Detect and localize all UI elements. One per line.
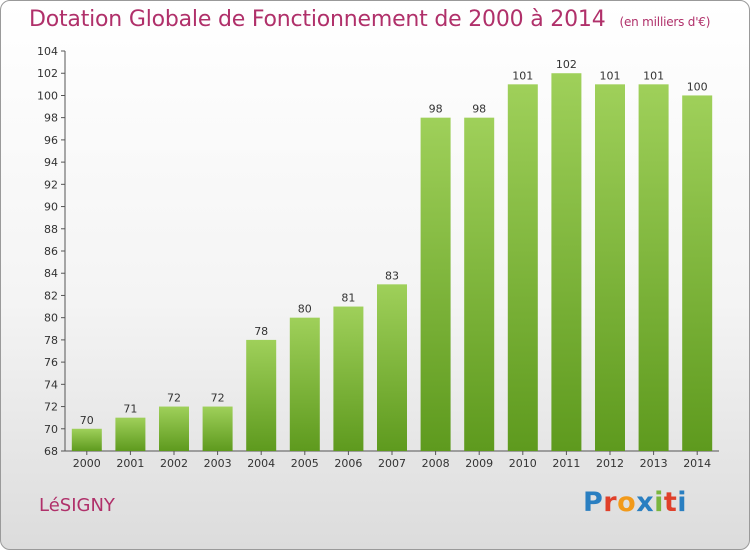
x-tick-label-2012: 2012 <box>596 457 624 470</box>
bar-2009 <box>464 117 495 452</box>
bar-2012 <box>595 84 625 451</box>
value-label-2014: 100 <box>687 80 708 93</box>
x-tick-label-2008: 2008 <box>422 457 450 470</box>
value-label-2004: 78 <box>254 325 268 338</box>
value-label-2007: 83 <box>385 269 399 282</box>
bar-2006 <box>333 306 364 451</box>
y-tick-label: 100 <box>37 89 58 102</box>
bar-2005 <box>289 317 320 451</box>
chart-title-text: Dotation Globale de Fonctionnement de 20… <box>29 7 606 32</box>
bar-2003 <box>202 406 233 451</box>
chart-subtitle: (en milliers d'€) <box>619 15 711 29</box>
bar-2014 <box>682 95 713 451</box>
y-tick-label: 84 <box>44 267 58 280</box>
x-tick-label-2001: 2001 <box>116 457 144 470</box>
y-tick-label: 72 <box>44 401 58 414</box>
bar-2000 <box>71 428 102 451</box>
y-tick-label: 102 <box>37 67 58 80</box>
bar-2013 <box>638 84 669 451</box>
bar-2002 <box>159 406 189 451</box>
y-tick-label: 94 <box>44 156 58 169</box>
x-tick-label-2002: 2002 <box>160 457 188 470</box>
x-tick-label-2005: 2005 <box>291 457 319 470</box>
value-label-2008: 98 <box>429 103 443 116</box>
y-tick-label: 78 <box>44 334 58 347</box>
commune-name: LéSIGNY <box>39 495 115 516</box>
y-tick-label: 76 <box>44 356 58 369</box>
x-tick-label-2003: 2003 <box>204 457 232 470</box>
x-tick-label-2007: 2007 <box>378 457 406 470</box>
y-tick-label: 90 <box>44 201 58 214</box>
y-tick-label: 96 <box>44 134 58 147</box>
x-tick-label-2011: 2011 <box>552 457 580 470</box>
y-tick-label: 82 <box>44 289 58 302</box>
y-tick-label: 74 <box>44 378 58 391</box>
logo-letter: i <box>677 487 688 518</box>
x-tick-label-2004: 2004 <box>247 457 275 470</box>
y-tick-label: 70 <box>44 423 58 436</box>
bar-2010 <box>507 84 538 451</box>
y-tick-label: 86 <box>44 245 58 258</box>
value-label-2005: 80 <box>298 303 312 316</box>
value-label-2006: 81 <box>341 292 355 305</box>
bar-2001 <box>115 417 146 451</box>
bar-2004 <box>246 339 277 451</box>
y-tick-label: 88 <box>44 223 58 236</box>
y-tick-label: 98 <box>44 112 58 125</box>
value-label-2010: 101 <box>512 69 533 82</box>
value-label-2003: 72 <box>211 392 225 405</box>
logo-letter: P <box>583 487 604 518</box>
value-label-2011: 102 <box>556 58 577 71</box>
y-tick-label: 80 <box>44 312 58 325</box>
value-label-2012: 101 <box>600 69 621 82</box>
logo-letter: x <box>636 487 655 518</box>
x-tick-label-2010: 2010 <box>509 457 537 470</box>
y-tick-label: 104 <box>37 45 58 58</box>
logo-letter: t <box>663 487 678 518</box>
logo-letter: i <box>654 487 664 518</box>
x-tick-label-2014: 2014 <box>683 457 711 470</box>
bar-2011 <box>551 73 582 451</box>
y-tick-label: 68 <box>44 445 58 458</box>
value-label-2000: 70 <box>80 414 94 427</box>
value-label-2001: 71 <box>123 403 137 416</box>
chart-title: Dotation Globale de Fonctionnement de 20… <box>29 7 710 32</box>
value-label-2009: 98 <box>472 103 486 116</box>
x-tick-label-2013: 2013 <box>640 457 668 470</box>
logo-letter: o <box>617 487 637 518</box>
x-tick-label-2000: 2000 <box>73 457 101 470</box>
x-tick-label-2009: 2009 <box>465 457 493 470</box>
logo-letter: r <box>603 487 618 518</box>
value-label-2013: 101 <box>643 69 664 82</box>
x-tick-label-2006: 2006 <box>334 457 362 470</box>
y-tick-label: 92 <box>44 178 58 191</box>
proxiti-logo[interactable]: Proxiti <box>583 487 687 518</box>
bar-2008 <box>420 117 451 452</box>
value-label-2002: 72 <box>167 392 181 405</box>
bar-2007 <box>377 284 407 451</box>
